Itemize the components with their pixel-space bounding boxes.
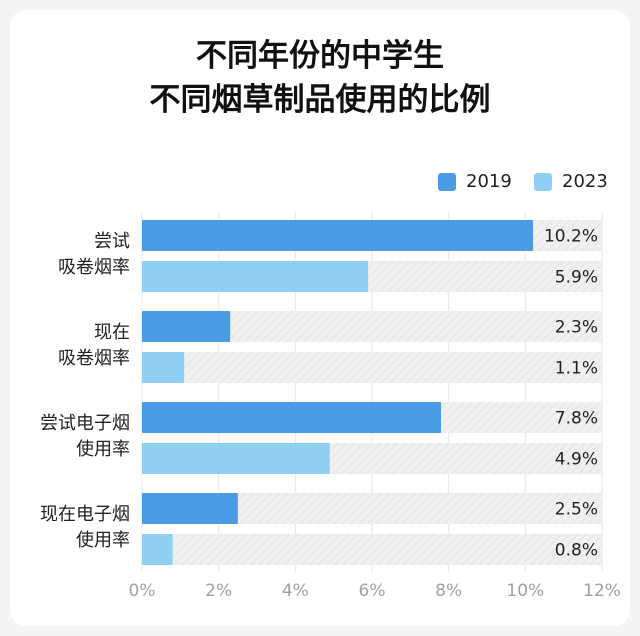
x-tick-label-0: 0% <box>129 581 156 601</box>
data-label-3-2023: 0.8% <box>555 541 598 561</box>
category-label-0: 尝试 吸卷烟率 <box>58 229 130 281</box>
data-label-0-2019: 10.2% <box>544 227 598 247</box>
x-tick-label-6: 12% <box>583 581 621 601</box>
data-label-0-2023: 5.9% <box>555 268 598 288</box>
x-tick-label-2: 4% <box>282 581 309 601</box>
category-label-2: 尝试电子烟 使用率 <box>40 411 130 463</box>
data-label-2-2019: 7.8% <box>555 409 598 429</box>
category-label-2-line2: 使用率 <box>76 439 130 460</box>
chart-title: 不同年份的中学生 不同烟草制品使用的比例 <box>0 34 640 122</box>
data-label-1-2023: 1.1% <box>555 359 598 379</box>
data-label-1-2019: 2.3% <box>555 318 598 338</box>
bar-2-2023 <box>142 443 330 474</box>
category-label-0-line1: 尝试 <box>94 231 130 252</box>
legend-item-2019: 2019 <box>438 171 512 192</box>
legend-item-2023: 2023 <box>534 171 608 192</box>
category-label-3-line2: 使用率 <box>76 530 130 551</box>
category-label-1: 现在 吸卷烟率 <box>58 320 130 372</box>
category-label-1-line1: 现在 <box>94 322 130 343</box>
category-label-1-line2: 吸卷烟率 <box>58 348 130 369</box>
category-label-3-line1: 现在电子烟 <box>40 504 130 525</box>
bar-0-2023 <box>142 261 369 292</box>
x-tick-label-1: 2% <box>205 581 232 601</box>
bar-1-2023 <box>142 352 185 383</box>
x-tick-label-5: 10% <box>506 581 544 601</box>
bar-track-1-2023 <box>142 352 602 383</box>
bar-3-2019 <box>142 493 238 524</box>
chart-title-line1: 不同年份的中学生 <box>196 38 444 74</box>
bar-2-2019 <box>142 402 441 433</box>
chart-title-line2: 不同烟草制品使用的比例 <box>149 82 491 118</box>
legend-label-2019: 2019 <box>466 171 512 192</box>
data-label-3-2019: 2.5% <box>555 500 598 520</box>
category-label-0-line2: 吸卷烟率 <box>58 257 130 278</box>
legend-swatch-2019 <box>438 172 456 191</box>
bar-3-2023 <box>142 534 173 565</box>
x-tick-label-3: 6% <box>359 581 386 601</box>
x-tick-label-4: 8% <box>435 581 462 601</box>
bar-1-2019 <box>142 311 231 342</box>
category-label-3: 现在电子烟 使用率 <box>40 502 130 554</box>
bar-0-2019 <box>142 220 533 251</box>
legend-swatch-2023 <box>534 172 552 191</box>
data-label-2-2023: 4.9% <box>555 450 598 470</box>
category-label-2-line1: 尝试电子烟 <box>40 413 130 434</box>
bar-track-3-2023 <box>142 534 602 565</box>
legend-label-2023: 2023 <box>562 171 608 192</box>
